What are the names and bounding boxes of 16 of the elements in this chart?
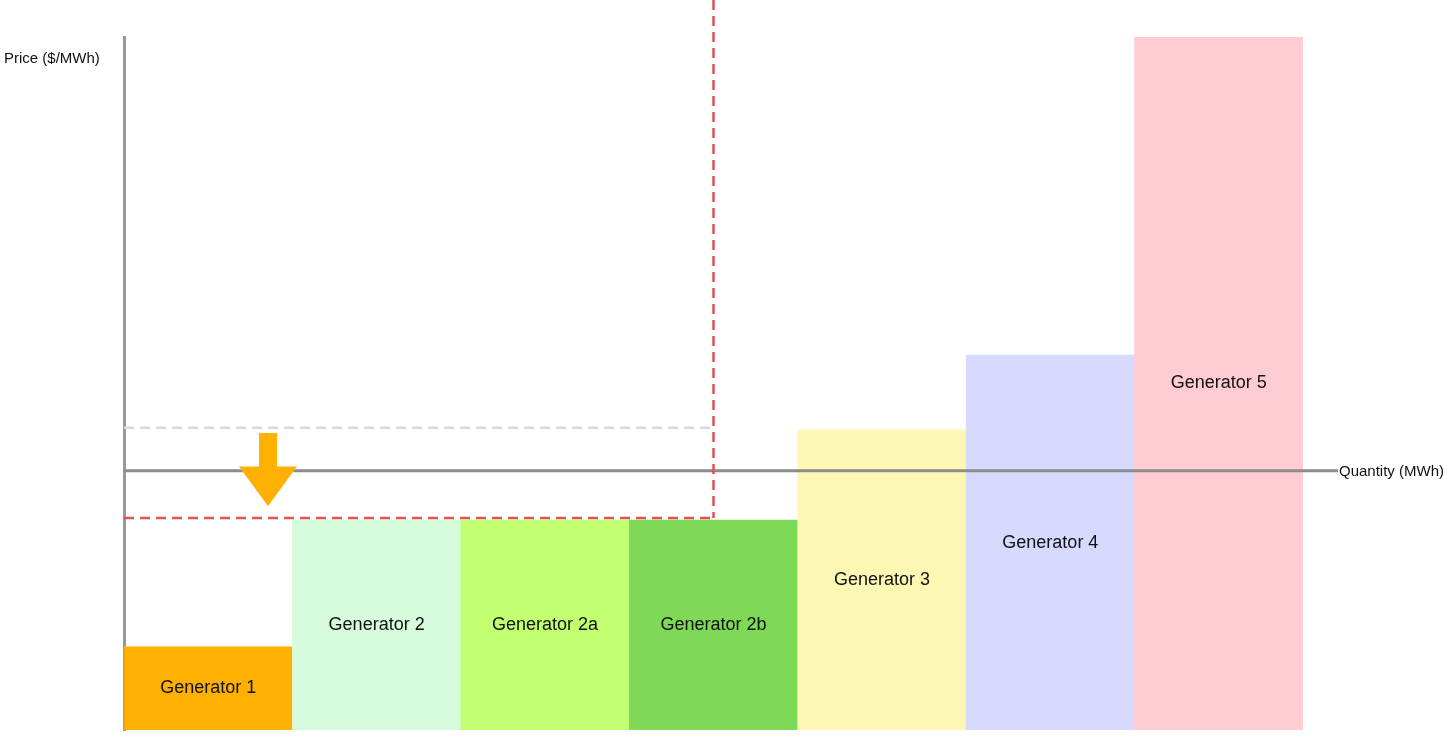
- bar: [1134, 37, 1303, 730]
- bar: [965, 354, 1135, 730]
- bar: [460, 519, 630, 730]
- ref-line-label: Quantity (MWh): [1339, 461, 1445, 479]
- x-tick-label: Generator 2: [328, 613, 425, 634]
- x-tick-label: Generator 2b: [660, 613, 767, 634]
- x-tick-label: Generator 1: [160, 677, 257, 698]
- y-axis-title: Price ($/MWh): [4, 49, 100, 67]
- bar: [797, 429, 967, 730]
- bar: [628, 519, 799, 730]
- bar: [124, 646, 293, 730]
- x-tick-label: Generator 3: [833, 568, 930, 589]
- bar: [292, 519, 462, 730]
- x-tick-label: Generator 5: [1170, 372, 1267, 393]
- x-tick-label: Generator 2a: [492, 613, 600, 634]
- x-tick-label: Generator 4: [1002, 531, 1099, 552]
